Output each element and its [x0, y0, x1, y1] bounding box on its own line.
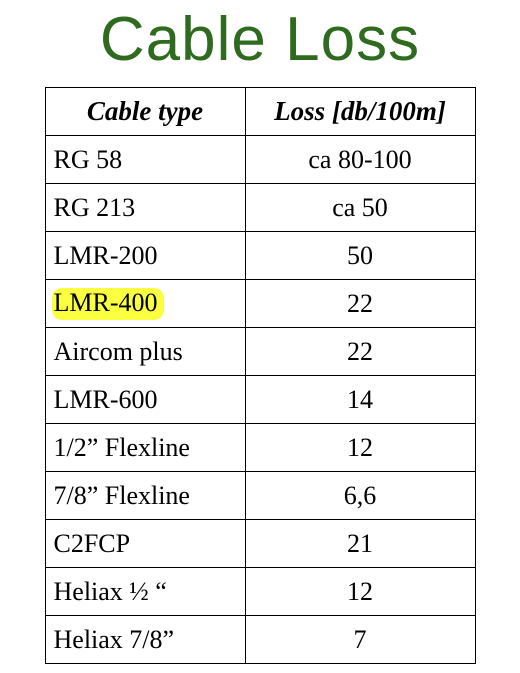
table-row: Aircom plus22 — [45, 328, 475, 376]
cell-loss: ca 80-100 — [245, 136, 475, 184]
cell-cable-type: RG 213 — [45, 184, 245, 232]
table-header-row: Cable type Loss [db/100m] — [45, 88, 475, 136]
cell-loss: 22 — [245, 280, 475, 328]
cell-cable-type: C2FCP — [45, 520, 245, 568]
table-row: LMR-20050 — [45, 232, 475, 280]
header-cable-type: Cable type — [45, 88, 245, 136]
table-row: 1/2” Flexline12 — [45, 424, 475, 472]
cell-loss: 7 — [245, 616, 475, 664]
table-row: RG 213ca 50 — [45, 184, 475, 232]
cell-cable-type: RG 58 — [45, 136, 245, 184]
cell-loss: 6,6 — [245, 472, 475, 520]
table-row: RG 58ca 80-100 — [45, 136, 475, 184]
cell-cable-type: 7/8” Flexline — [45, 472, 245, 520]
cell-cable-type: Heliax ½ “ — [45, 568, 245, 616]
highlighted-text: LMR-400 — [52, 288, 164, 320]
table-row: Heliax 7/8”7 — [45, 616, 475, 664]
header-loss: Loss [db/100m] — [245, 88, 475, 136]
table-row: LMR-60014 — [45, 376, 475, 424]
cell-cable-type: LMR-600 — [45, 376, 245, 424]
cell-loss: 22 — [245, 328, 475, 376]
cell-loss: 21 — [245, 520, 475, 568]
cell-loss: ca 50 — [245, 184, 475, 232]
cable-loss-table: Cable type Loss [db/100m] RG 58ca 80-100… — [45, 87, 476, 664]
cell-loss: 12 — [245, 424, 475, 472]
table-row: 7/8” Flexline6,6 — [45, 472, 475, 520]
cell-cable-type: 1/2” Flexline — [45, 424, 245, 472]
table-row: Heliax ½ “12 — [45, 568, 475, 616]
page-title: Cable Loss — [0, 4, 520, 75]
cell-cable-type: Aircom plus — [45, 328, 245, 376]
cell-cable-type: LMR-200 — [45, 232, 245, 280]
table-body: RG 58ca 80-100RG 213ca 50LMR-20050LMR-40… — [45, 136, 475, 664]
table-row: C2FCP21 — [45, 520, 475, 568]
table-row: LMR-400 22 — [45, 280, 475, 328]
cell-loss: 12 — [245, 568, 475, 616]
cell-loss: 50 — [245, 232, 475, 280]
cell-cable-type: LMR-400 — [45, 280, 245, 328]
cell-loss: 14 — [245, 376, 475, 424]
page: Cable Loss Cable type Loss [db/100m] RG … — [0, 0, 520, 673]
cell-cable-type: Heliax 7/8” — [45, 616, 245, 664]
